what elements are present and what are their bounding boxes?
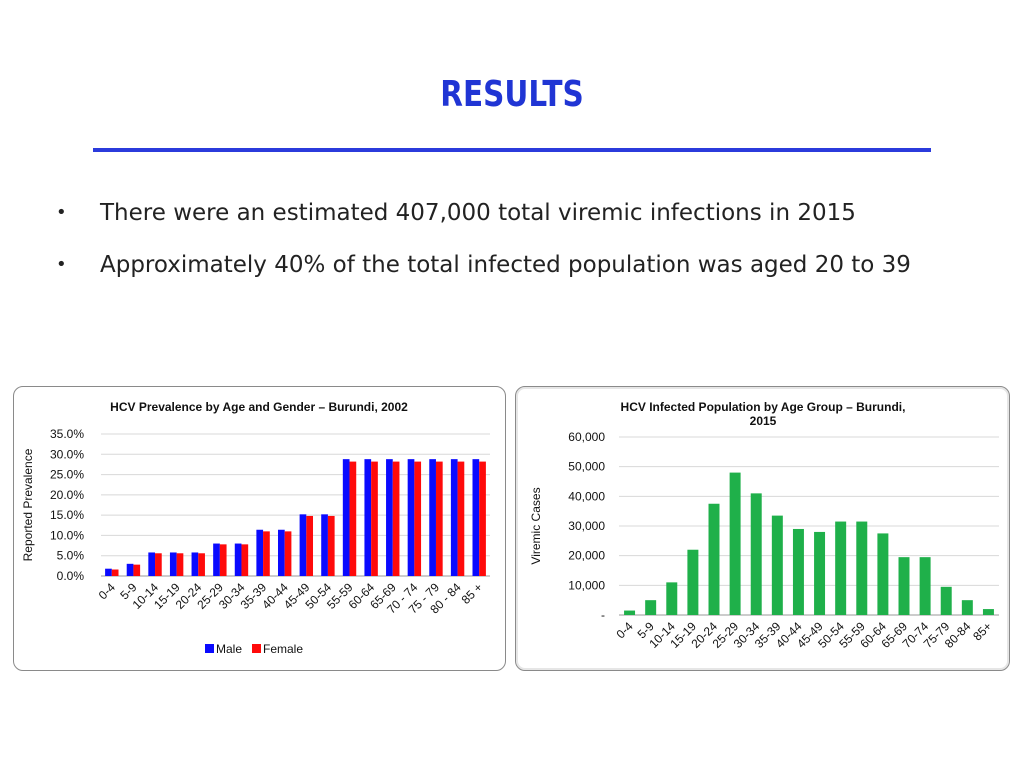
bar xyxy=(219,544,227,576)
y-tick-label: - xyxy=(601,608,605,622)
bar xyxy=(349,461,357,576)
x-tick-label: 85+ xyxy=(970,619,994,643)
y-tick-label: 5.0% xyxy=(57,549,85,563)
bar xyxy=(414,461,422,576)
bar xyxy=(472,459,480,576)
bullet-list: • There were an estimated 407,000 total … xyxy=(56,190,956,288)
chart-title: 2015 xyxy=(750,414,777,428)
y-tick-label: 25.0% xyxy=(50,468,84,482)
bar xyxy=(327,515,335,576)
bar xyxy=(148,552,156,576)
bar xyxy=(386,459,393,576)
bar xyxy=(277,529,285,576)
bar xyxy=(126,563,134,576)
bar xyxy=(133,564,141,576)
bar xyxy=(771,515,783,615)
bar xyxy=(919,557,931,615)
bar xyxy=(241,544,249,576)
bar xyxy=(666,582,678,615)
y-tick-label: 30.0% xyxy=(50,447,84,461)
bar xyxy=(982,609,994,615)
y-tick-label: 30,000 xyxy=(568,519,605,533)
chart-title: HCV Prevalence by Age and Gender – Burun… xyxy=(110,400,408,414)
bar xyxy=(429,459,436,576)
title-divider xyxy=(93,148,931,152)
bar xyxy=(105,568,112,576)
bar xyxy=(898,557,910,615)
y-tick-label: 10,000 xyxy=(568,578,605,592)
bar xyxy=(940,586,952,615)
y-tick-label: 10.0% xyxy=(50,528,84,542)
bar xyxy=(392,461,400,576)
y-tick-label: 0.0% xyxy=(57,569,85,583)
bar xyxy=(306,515,314,576)
bar xyxy=(687,549,699,615)
bar xyxy=(645,600,657,615)
bar xyxy=(624,610,636,615)
bullet-text: Approximately 40% of the total infected … xyxy=(100,252,911,278)
bar xyxy=(198,553,205,576)
bar xyxy=(155,553,162,576)
infected-population-chart-panel: HCV Infected Population by Age Group – B… xyxy=(515,386,1010,671)
bar xyxy=(835,521,847,615)
y-tick-label: 20,000 xyxy=(568,549,605,563)
bar xyxy=(234,543,242,576)
bullet-symbol: • xyxy=(56,202,67,223)
y-tick-label: 35.0% xyxy=(50,427,84,441)
legend-swatch xyxy=(205,644,214,653)
legend-label: Male xyxy=(216,642,242,656)
bar xyxy=(284,531,292,576)
bar xyxy=(792,528,804,615)
y-axis-label: Reported Prevalence xyxy=(21,448,35,561)
bar xyxy=(213,543,220,576)
bar xyxy=(299,514,307,576)
bar xyxy=(450,459,458,576)
bar xyxy=(407,459,415,576)
bar xyxy=(191,552,199,576)
bar xyxy=(708,503,720,615)
y-tick-label: 50,000 xyxy=(568,460,605,474)
bar xyxy=(479,461,486,576)
bullet-text: There were an estimated 407,000 total vi… xyxy=(100,200,856,226)
bar xyxy=(457,461,465,576)
x-tick-label: 85 + xyxy=(459,580,486,607)
infected-population-chart: HCV Infected Population by Age Group – B… xyxy=(529,400,999,651)
x-tick-label: 0-4 xyxy=(614,619,636,641)
legend-swatch xyxy=(252,644,261,653)
bar xyxy=(877,533,889,615)
bar xyxy=(856,521,868,615)
y-tick-label: 20.0% xyxy=(50,488,84,502)
bullet-symbol: • xyxy=(56,254,67,275)
bar xyxy=(321,514,328,576)
y-axis-label: Viremic Cases xyxy=(529,487,543,564)
bar xyxy=(111,569,119,576)
x-tick-label: 0-4 xyxy=(96,580,118,602)
bar xyxy=(435,461,443,576)
bullet-item: • There were an estimated 407,000 total … xyxy=(56,190,956,236)
bar xyxy=(176,553,184,576)
legend-label: Female xyxy=(263,642,303,656)
bar xyxy=(342,459,350,576)
bar xyxy=(169,552,177,576)
bullet-item: • Approximately 40% of the total infecte… xyxy=(56,242,956,288)
bar xyxy=(364,459,372,576)
bar xyxy=(263,531,270,576)
bar xyxy=(256,529,264,576)
bar xyxy=(750,493,762,615)
y-tick-label: 60,000 xyxy=(568,430,605,444)
bar xyxy=(814,531,826,615)
bar xyxy=(961,600,973,615)
chart-title: HCV Infected Population by Age Group – B… xyxy=(621,400,906,414)
bar xyxy=(371,461,378,576)
y-tick-label: 40,000 xyxy=(568,489,605,503)
prevalence-chart: HCV Prevalence by Age and Gender – Burun… xyxy=(21,400,490,656)
slide-title: RESULTS xyxy=(440,74,584,115)
bar xyxy=(729,472,741,615)
y-tick-label: 15.0% xyxy=(50,508,84,522)
prevalence-chart-panel: HCV Prevalence by Age and Gender – Burun… xyxy=(13,386,506,671)
